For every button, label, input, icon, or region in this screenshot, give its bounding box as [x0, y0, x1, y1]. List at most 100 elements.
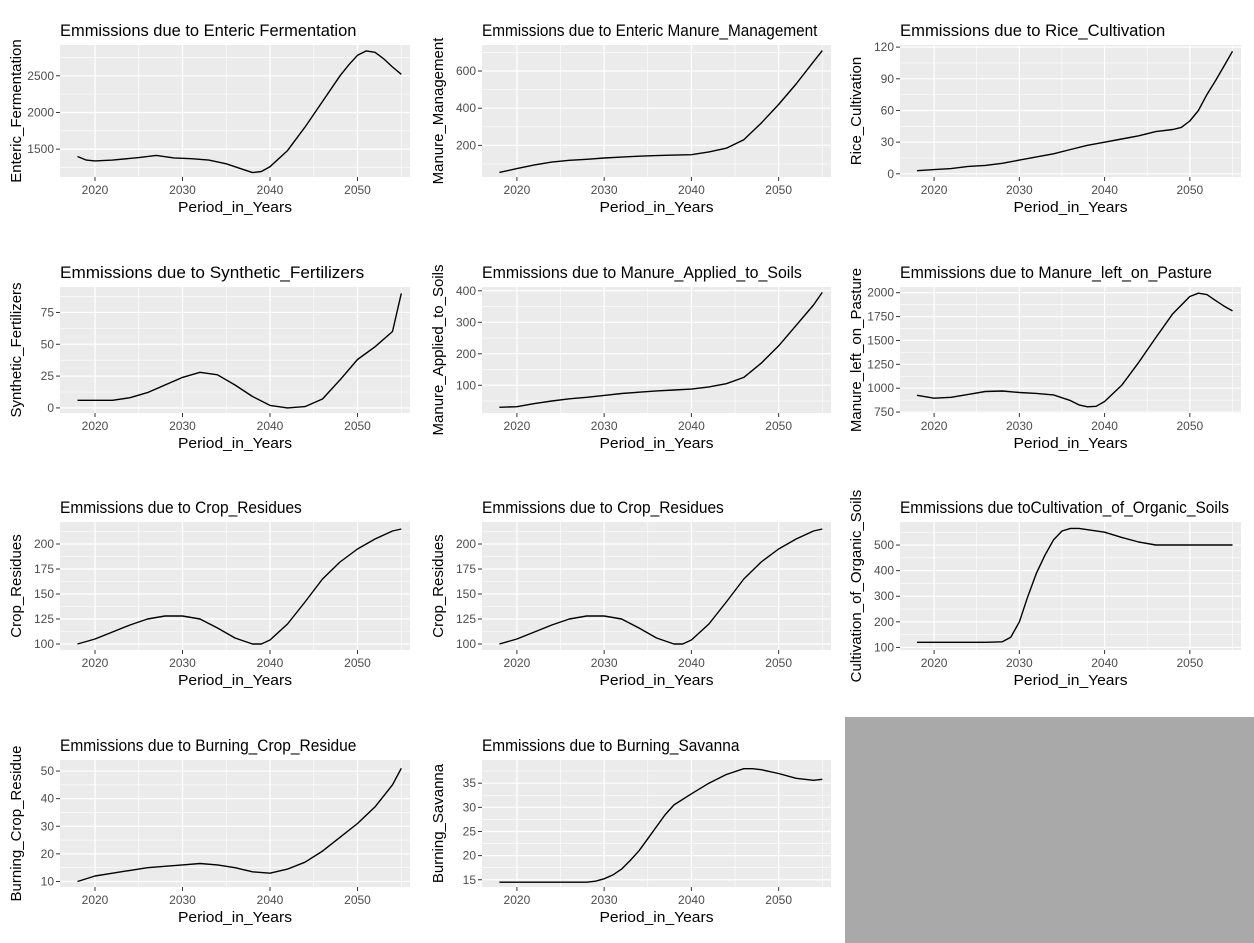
- x-tick-label: 2030: [169, 893, 196, 907]
- x-tick-label: 2030: [169, 656, 196, 670]
- panel-title: Emmissions due to Manure_left_on_Pasture: [900, 263, 1212, 282]
- x-tick-label: 2030: [591, 419, 618, 433]
- x-axis-title: Period_in_Years: [178, 435, 292, 452]
- panel-title: Emmissions due to Synthetic_Fertilizers: [60, 263, 364, 282]
- series-line: [77, 50, 402, 174]
- x-tick-label: 2040: [1091, 656, 1118, 670]
- y-axis-title: Cultivation_of_Organic_Soils: [848, 490, 865, 683]
- series-line: [916, 292, 1233, 408]
- plot-area: [900, 522, 1241, 650]
- y-tick-label: 750: [874, 405, 894, 419]
- y-axis-title: Manure_Applied_to_Soils: [430, 265, 447, 436]
- x-tick-label: 2020: [921, 183, 948, 197]
- y-axis-title: Crop_Residues: [8, 534, 25, 637]
- y-axis-title: Manure_Management: [430, 37, 447, 185]
- y-tick-label: 100: [874, 640, 894, 654]
- y-tick-label: 35: [463, 776, 477, 790]
- x-axis-title: Period_in_Years: [600, 672, 714, 689]
- x-tick-label: 2050: [1176, 656, 1203, 670]
- x-axis-title: Period_in_Years: [1014, 435, 1128, 452]
- x-tick-label: 2050: [765, 893, 792, 907]
- panel-5: 2020 2030 2040 2050 100 200 300 400 Emmissions d…: [430, 263, 831, 452]
- y-tick-label: 2000: [27, 105, 54, 119]
- x-tick-label: 2030: [169, 419, 196, 433]
- y-tick-label: 15: [463, 873, 477, 887]
- y-tick-label: 30: [463, 800, 477, 814]
- series-line: [499, 50, 823, 174]
- plot-area: [60, 760, 410, 887]
- x-axis-title: Period_in_Years: [178, 909, 292, 926]
- panel-2: 2020 2030 2040 2050 200 400 600 Emmissions due …: [430, 21, 831, 216]
- y-tick-label: 200: [456, 537, 476, 551]
- x-tick-label: 2040: [1091, 183, 1118, 197]
- y-tick-label: 400: [456, 101, 476, 115]
- y-axis-title: Burning_Savanna: [430, 763, 447, 883]
- y-tick-label: 120: [874, 40, 894, 54]
- y-tick-label: 1750: [867, 310, 894, 324]
- x-tick-label: 2040: [678, 183, 705, 197]
- x-tick-label: 2030: [1006, 419, 1033, 433]
- y-tick-label: 60: [881, 103, 895, 117]
- y-tick-label: 75: [41, 305, 55, 319]
- x-tick-label: 2020: [504, 656, 531, 670]
- y-tick-label: 100: [34, 637, 54, 651]
- x-tick-label: 2020: [82, 893, 109, 907]
- y-tick-label: 600: [456, 64, 476, 78]
- series-line: [77, 528, 402, 645]
- panel-8: 2020 2030 2040 2050 100 125 150 175 200 Emmission…: [430, 498, 831, 689]
- y-axis-title: Manure_left_on_Pasture: [848, 268, 865, 432]
- y-axis-title: Rice_Cultivation: [848, 57, 865, 165]
- plot-area: [60, 522, 410, 650]
- plot-area: [60, 45, 410, 177]
- y-tick-label: 400: [456, 284, 476, 298]
- y-tick-label: 300: [874, 589, 894, 603]
- y-tick-label: 20: [463, 849, 477, 863]
- plot-area: [482, 522, 831, 650]
- y-tick-label: 500: [874, 538, 894, 552]
- panel-title: Emmissions due to Enteric Fermentation: [60, 21, 356, 40]
- y-tick-label: 1250: [867, 357, 894, 371]
- x-tick-label: 2040: [1091, 419, 1118, 433]
- panel-title: Emmissions due to Manure_Applied_to_Soil…: [482, 263, 802, 282]
- panel-7: 2020 2030 2040 2050 100 125 150 175 200 Emmission…: [8, 498, 410, 689]
- y-axis-title: Synthetic_Fertilizers: [8, 282, 25, 417]
- y-tick-label: 2000: [867, 286, 894, 300]
- y-tick-label: 1500: [27, 142, 54, 156]
- y-tick-label: 125: [456, 612, 476, 626]
- panel-title: Emmissions due to Burning_Savanna: [482, 736, 740, 755]
- panel-3: 2020 2030 2040 2050 0 30 60 90 120 Emmissions due…: [848, 21, 1241, 216]
- x-tick-label: 2040: [678, 656, 705, 670]
- series-line: [499, 528, 823, 645]
- y-tick-label: 0: [887, 167, 894, 181]
- x-tick-label: 2050: [344, 893, 371, 907]
- panel-title: Emmissions due to Crop_Residues: [60, 498, 302, 517]
- y-tick-label: 20: [41, 847, 55, 861]
- x-tick-label: 2040: [678, 893, 705, 907]
- y-tick-label: 25: [41, 369, 55, 383]
- x-axis-title: Period_in_Years: [600, 435, 714, 452]
- y-tick-label: 175: [34, 562, 54, 576]
- y-tick-label: 40: [41, 792, 55, 806]
- panel-title: Emmissions due to Rice_Cultivation: [900, 21, 1165, 40]
- y-tick-label: 90: [881, 72, 895, 86]
- y-tick-label: 25: [463, 824, 477, 838]
- y-tick-label: 200: [874, 615, 894, 629]
- x-tick-label: 2050: [344, 656, 371, 670]
- plot-area: [482, 760, 831, 887]
- x-tick-label: 2030: [591, 183, 618, 197]
- x-tick-label: 2030: [1006, 656, 1033, 670]
- y-tick-label: 50: [41, 337, 55, 351]
- x-tick-label: 2040: [678, 419, 705, 433]
- x-tick-label: 2050: [765, 656, 792, 670]
- y-tick-label: 50: [41, 764, 55, 778]
- x-axis-title: Period_in_Years: [1014, 672, 1128, 689]
- x-tick-label: 2030: [169, 183, 196, 197]
- x-tick-label: 2020: [504, 893, 531, 907]
- panel-1: 2020 2030 2040 2050 1500 2000 2500 Emmissions d…: [8, 21, 410, 216]
- x-tick-label: 2020: [504, 183, 531, 197]
- x-tick-label: 2040: [257, 656, 284, 670]
- y-axis-title: Burning_Crop_Residue: [8, 746, 25, 902]
- y-tick-label: 150: [456, 587, 476, 601]
- panel-11: 2020 2030 2040 2050 15 20 25 30 35 Emmissions due…: [430, 736, 831, 926]
